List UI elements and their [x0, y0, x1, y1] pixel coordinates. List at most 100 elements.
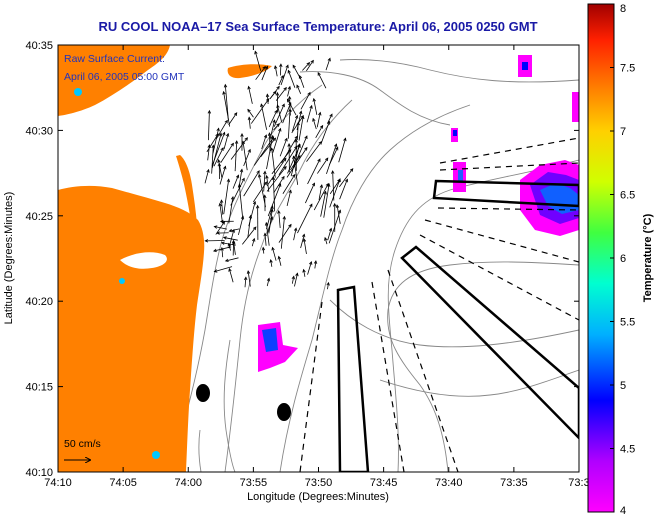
current-vector: [244, 277, 247, 288]
current-vector-head: [335, 204, 340, 209]
y-axis: 40:35 40:30 40:25 40:20 40:15 40:10: [25, 40, 579, 479]
current-vector-head: [247, 116, 252, 121]
current-vector: [238, 169, 243, 188]
current-vector-head: [331, 170, 335, 174]
current-vector-head: [269, 259, 273, 263]
colorbar-tick-label: 6: [620, 253, 626, 265]
current-vector-head: [265, 174, 269, 179]
current-vector-head: [213, 248, 217, 253]
current-vector-head: [272, 137, 277, 142]
current-vector-head: [302, 238, 307, 242]
current-vector: [278, 224, 292, 243]
current-vector-head: [252, 237, 256, 242]
current-vector: [336, 204, 341, 224]
current-vector: [221, 242, 236, 246]
x-tick-label: 74:00: [174, 477, 202, 489]
current-vector-head: [337, 178, 341, 182]
x-tick-label: 73:40: [435, 477, 463, 489]
current-vector-head: [223, 83, 228, 88]
current-vector: [248, 201, 256, 227]
current-vector: [305, 183, 315, 204]
current-vector-head: [288, 102, 292, 106]
current-vector: [325, 58, 331, 71]
current-vector-head: [283, 165, 287, 170]
current-vector-head: [224, 258, 229, 263]
current-vector-head: [232, 241, 236, 245]
current-vector: [228, 112, 238, 126]
current-vector: [254, 51, 262, 71]
current-vector: [223, 179, 230, 215]
current-vector-head: [332, 202, 337, 207]
current-vector: [224, 84, 229, 121]
current-vector-head: [310, 59, 314, 64]
colorbar: [587, 3, 615, 513]
current-vector-head: [300, 114, 304, 119]
current-vector-head: [230, 142, 234, 147]
current-vector-head: [276, 123, 280, 127]
current-vector-head: [288, 189, 292, 194]
current-vector: [318, 184, 323, 200]
current-vector: [306, 60, 314, 72]
bathymetry-contours: [169, 59, 579, 472]
current-vector: [287, 70, 296, 88]
current-vector-head: [230, 195, 235, 200]
current-vector: [230, 178, 245, 206]
current-vector: [234, 140, 238, 172]
current-vector-head: [309, 203, 313, 208]
current-vector-head: [217, 159, 221, 163]
current-vector-head: [311, 182, 316, 187]
current-vector-head: [299, 110, 303, 115]
current-vector-head: [228, 228, 233, 233]
current-vector: [229, 228, 240, 232]
current-vector: [216, 120, 228, 139]
current-vector-head: [217, 162, 222, 167]
current-vector: [223, 133, 229, 150]
bay-inlet: [120, 252, 167, 269]
current-vector-head: [304, 146, 308, 151]
current-vector-head: [220, 246, 224, 251]
current-vector: [219, 166, 226, 185]
current-vector-head: [282, 215, 286, 220]
current-vector-head: [246, 270, 251, 274]
colorbar-tick-label: 5: [620, 380, 626, 392]
map-plot-area: Raw Surface Current: April 06, 2005 05:0…: [58, 45, 579, 472]
current-vector-head: [283, 86, 287, 91]
y-tick-label: 40:25: [25, 211, 53, 223]
colorbar-tick-label: 7.5: [620, 63, 635, 75]
current-vector: [269, 91, 277, 100]
current-vector: [221, 200, 224, 215]
current-vector: [329, 178, 341, 208]
land-north: [58, 45, 170, 116]
land-spit: [176, 155, 197, 228]
current-vector-head: [263, 194, 267, 199]
current-vector-head: [252, 200, 257, 205]
current-vector-head: [276, 85, 280, 90]
track-box-south: [336, 285, 370, 472]
current-vector: [272, 128, 281, 153]
current-vector: [317, 157, 329, 174]
current-vector-head: [257, 173, 262, 178]
current-vector-head: [262, 65, 266, 70]
current-vector: [271, 148, 276, 178]
chart-title: RU COOL NOAA–17 Sea Surface Temperature:…: [98, 19, 537, 34]
current-time: April 06, 2005 05:00 GMT: [64, 71, 185, 83]
current-vector-head: [349, 168, 354, 172]
current-vector-head: [219, 199, 224, 204]
current-vector: [320, 191, 327, 217]
current-vector-head: [326, 281, 330, 286]
current-vector: [266, 278, 270, 287]
y-tick-label: 40:10: [25, 467, 53, 479]
current-vector-head: [284, 137, 288, 142]
colorbar-tick-label: 8: [620, 3, 626, 15]
current-vector-head: [219, 219, 224, 224]
current-vector-head: [287, 85, 292, 90]
current-vector: [327, 282, 329, 290]
current-vector: [270, 259, 273, 267]
current-vector-head: [270, 208, 274, 213]
current-vector-head: [228, 267, 232, 272]
current-vector: [306, 141, 322, 162]
current-vector: [268, 110, 278, 128]
current-vector: [294, 273, 298, 287]
current-vector-head: [319, 184, 324, 188]
current-vector-head: [270, 134, 275, 139]
